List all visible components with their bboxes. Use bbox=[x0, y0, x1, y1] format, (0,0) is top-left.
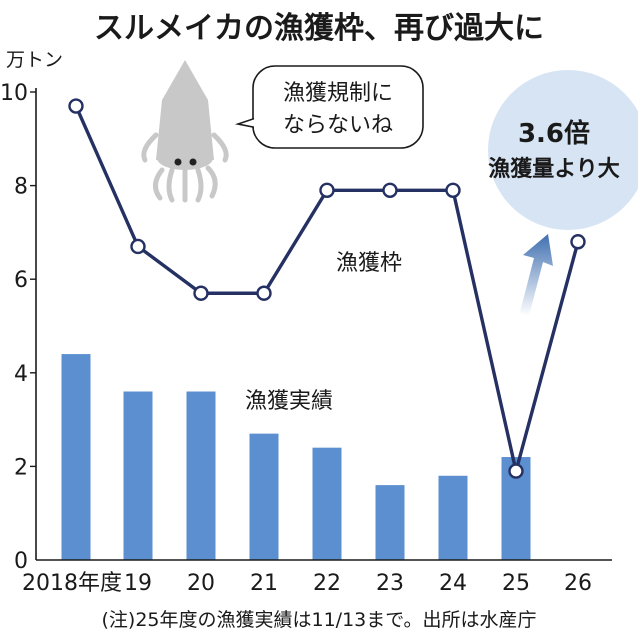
x-tick-label: 21 bbox=[250, 571, 278, 596]
bar-catch-20 bbox=[186, 391, 216, 560]
x-tick-label: 24 bbox=[439, 571, 467, 596]
quota-point-19 bbox=[130, 238, 146, 255]
bar-catch-2018年度 bbox=[61, 354, 91, 560]
bar-catch-22 bbox=[312, 447, 342, 560]
quota-point-25 bbox=[508, 463, 524, 479]
bar-catch-19 bbox=[123, 391, 153, 560]
callout-text: 漁獲量より大 bbox=[488, 156, 620, 182]
callout-value: 3.6倍 bbox=[518, 118, 590, 149]
y-tick-label: 8 bbox=[14, 175, 28, 200]
quota-point-23 bbox=[382, 182, 398, 198]
up-arrow-icon bbox=[520, 234, 553, 316]
bubble-line-2: ならないね bbox=[283, 113, 393, 138]
y-tick-label: 0 bbox=[14, 549, 28, 574]
y-tick-label: 4 bbox=[14, 362, 28, 387]
x-tick-label: 23 bbox=[376, 571, 404, 596]
series-label-catch: 漁獲実績 bbox=[245, 389, 333, 414]
x-tick-label: 26 bbox=[564, 571, 592, 596]
squid-icon bbox=[141, 60, 229, 203]
y-tick-label: 6 bbox=[14, 268, 28, 293]
bar-catch-21 bbox=[249, 433, 279, 560]
chart-title: スルメイカの漁獲枠、再び過大に bbox=[94, 11, 544, 46]
bar-catch-23 bbox=[375, 485, 405, 560]
callout-circle: 3.6倍 漁獲量より大 bbox=[488, 70, 638, 230]
y-tick-label: 2 bbox=[14, 455, 28, 480]
x-tick-label: 22 bbox=[313, 571, 341, 596]
bar-catch-24 bbox=[438, 475, 468, 560]
y-tick-labels: 0 2 4 6 8 10 bbox=[0, 81, 36, 574]
footnote: (注)25年度の漁獲実績は11/13まで。出所は水産庁 bbox=[102, 609, 537, 631]
quota-point-2018年度 bbox=[68, 98, 84, 114]
bars bbox=[61, 354, 531, 560]
bubble-line-1: 漁獲規制に bbox=[283, 81, 393, 106]
x-tick-label: 20 bbox=[187, 571, 215, 596]
x-tick-label: 2018年度 bbox=[22, 571, 122, 596]
y-tick-label: 10 bbox=[0, 81, 28, 106]
quota-point-22 bbox=[319, 182, 335, 198]
y-axis-unit: 万トン bbox=[6, 49, 63, 71]
speech-bubble: 漁獲規制に ならないね bbox=[234, 65, 424, 149]
x-tick-label: 25 bbox=[502, 571, 530, 596]
x-tick-label: 19 bbox=[124, 571, 152, 596]
quota-point-20 bbox=[193, 285, 209, 301]
quota-point-26 bbox=[570, 234, 586, 250]
quota-point-21 bbox=[256, 285, 272, 301]
series-label-quota: 漁獲枠 bbox=[336, 251, 402, 276]
x-tick-labels: 2018年度 19 20 21 22 23 24 25 26 bbox=[22, 571, 592, 596]
quota-point-24 bbox=[445, 182, 461, 198]
quota-line-series bbox=[68, 98, 586, 479]
